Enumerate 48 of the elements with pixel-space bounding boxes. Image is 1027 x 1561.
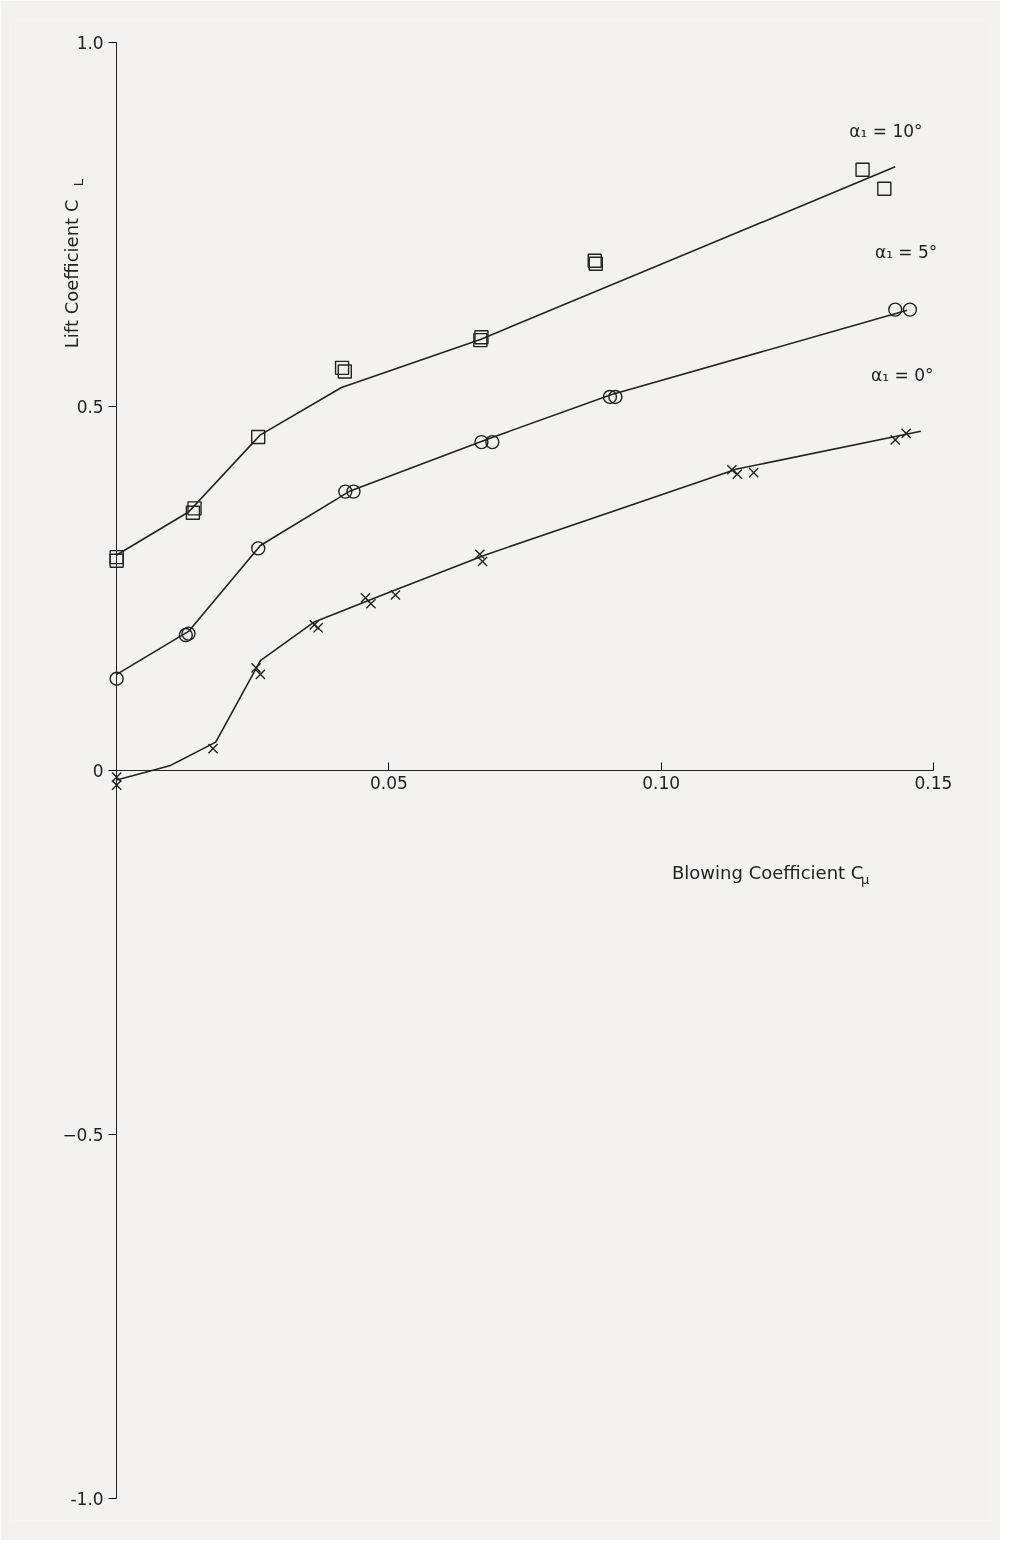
point bbox=[602, 389, 618, 405]
y-axis-title: Lift Coefficient CL bbox=[61, 178, 87, 349]
text: α₁ = 0° bbox=[871, 365, 934, 386]
point bbox=[346, 484, 361, 499]
y-tick-label: −0.5 bbox=[62, 1125, 104, 1146]
point bbox=[365, 598, 377, 610]
point bbox=[109, 671, 124, 686]
point bbox=[390, 589, 401, 601]
point bbox=[338, 484, 353, 499]
point bbox=[889, 434, 901, 446]
point bbox=[474, 434, 489, 450]
point bbox=[474, 548, 486, 560]
point bbox=[877, 181, 892, 196]
point bbox=[312, 622, 324, 634]
point bbox=[337, 364, 352, 379]
y-tick-label: 1.0 bbox=[76, 32, 104, 53]
point bbox=[255, 669, 266, 680]
y-tick-label: 0.5 bbox=[76, 396, 104, 417]
point bbox=[187, 501, 202, 516]
point bbox=[902, 302, 918, 317]
point bbox=[608, 389, 623, 405]
x-tick-label: 0.10 bbox=[642, 772, 681, 793]
point bbox=[109, 553, 124, 568]
y-tick-label: -1.0 bbox=[70, 1489, 104, 1510]
point bbox=[485, 434, 500, 450]
point bbox=[250, 662, 262, 674]
point bbox=[109, 549, 124, 565]
text: α₁ = 5° bbox=[874, 241, 938, 262]
point bbox=[855, 162, 870, 177]
point bbox=[360, 592, 371, 604]
point bbox=[900, 428, 912, 439]
point bbox=[748, 467, 759, 478]
y-tick-label: 0 bbox=[92, 761, 104, 781]
point bbox=[477, 556, 488, 567]
point bbox=[726, 464, 738, 476]
point bbox=[207, 743, 219, 754]
point bbox=[111, 779, 122, 791]
series-label: α₁ = 10° bbox=[849, 120, 923, 141]
x-tick-label: 0.05 bbox=[369, 772, 408, 793]
point bbox=[732, 468, 743, 480]
x-tick-label: 0.15 bbox=[914, 772, 953, 793]
point bbox=[251, 429, 266, 445]
point bbox=[309, 619, 320, 631]
point bbox=[251, 541, 266, 556]
point bbox=[888, 302, 903, 317]
point bbox=[185, 505, 201, 520]
point bbox=[334, 360, 350, 376]
point bbox=[111, 771, 122, 783]
